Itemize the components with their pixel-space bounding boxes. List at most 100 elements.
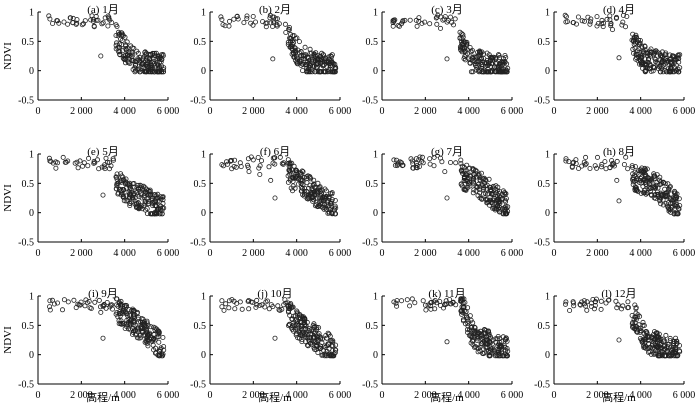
data-point <box>651 171 657 177</box>
data-point <box>114 40 120 46</box>
data-point <box>298 322 304 328</box>
data-point <box>263 299 269 305</box>
data-point <box>503 191 509 197</box>
data-point <box>463 187 469 193</box>
data-point <box>463 309 469 315</box>
data-point <box>160 334 166 340</box>
data-point <box>563 299 569 305</box>
data-point <box>146 65 152 71</box>
data-point <box>584 307 590 313</box>
data-point <box>672 348 678 354</box>
data-point <box>123 193 129 199</box>
data-point <box>233 164 239 170</box>
data-point <box>663 332 669 338</box>
data-point <box>297 170 303 176</box>
data-point <box>641 331 647 337</box>
y-tick-label: 0.5 <box>366 321 379 332</box>
x-tick-label: 4 000 <box>629 106 652 117</box>
data-point <box>296 327 302 333</box>
data-point <box>620 303 626 309</box>
data-point <box>89 13 95 19</box>
x-tick-label: 2 000 <box>70 106 93 117</box>
data-point <box>287 302 293 308</box>
data-point <box>218 14 224 20</box>
data-point <box>414 23 420 29</box>
data-point <box>307 340 313 346</box>
data-point <box>495 202 501 208</box>
data-point <box>585 14 591 20</box>
data-point <box>119 310 125 316</box>
data-point <box>139 206 145 212</box>
data-point <box>315 338 321 344</box>
data-point <box>594 23 600 29</box>
data-point <box>461 175 467 181</box>
data-point <box>238 164 244 170</box>
data-point <box>246 297 252 303</box>
x-tick-label: 4 000 <box>285 106 308 117</box>
y-tick-label: 1 <box>373 150 378 161</box>
y-tick-label: 1 <box>545 150 550 161</box>
data-point <box>159 211 165 217</box>
data-point <box>444 56 450 62</box>
data-point <box>598 164 604 170</box>
data-point <box>504 61 510 67</box>
data-point <box>447 297 453 303</box>
data-point <box>332 197 338 203</box>
data-point <box>616 198 622 204</box>
data-point <box>469 48 475 54</box>
data-point <box>452 16 458 22</box>
data-point <box>152 327 158 333</box>
data-point <box>432 297 438 303</box>
x-tick-label: 6 000 <box>673 390 696 401</box>
data-point <box>657 174 663 180</box>
data-point <box>308 190 314 196</box>
data-point <box>670 53 676 59</box>
data-point <box>90 18 96 24</box>
data-point <box>268 177 274 183</box>
data-point <box>413 17 419 23</box>
data-point <box>161 344 167 350</box>
data-point <box>632 169 638 175</box>
data-point <box>255 154 261 160</box>
data-point <box>468 317 474 323</box>
data-point <box>583 154 589 160</box>
data-point <box>647 61 653 67</box>
data-point <box>135 50 141 56</box>
data-point <box>431 299 437 305</box>
data-point <box>431 154 437 160</box>
data-point <box>82 18 88 24</box>
data-point <box>298 184 304 190</box>
data-point <box>422 302 428 308</box>
data-point <box>46 13 52 19</box>
y-tick-label: 0.5 <box>538 37 551 48</box>
data-point <box>272 335 278 341</box>
data-point <box>646 341 652 347</box>
data-point <box>621 161 627 167</box>
data-point <box>158 54 164 60</box>
data-point <box>483 177 489 183</box>
data-point <box>332 347 338 353</box>
data-point <box>427 21 433 27</box>
data-point <box>100 303 106 309</box>
data-point <box>493 69 499 75</box>
data-point <box>326 346 332 352</box>
data-point <box>677 342 683 348</box>
data-point <box>309 69 315 75</box>
data-point <box>593 299 599 305</box>
data-point <box>673 196 679 202</box>
data-point <box>220 163 226 169</box>
data-point <box>127 191 133 197</box>
data-point <box>669 197 675 203</box>
y-tick-label: 1 <box>29 150 34 161</box>
y-tick-label: 0.5 <box>22 179 35 190</box>
data-point <box>98 309 104 315</box>
data-point <box>616 55 622 61</box>
data-point <box>142 49 148 55</box>
y-tick-label: 1 <box>201 292 206 303</box>
data-point <box>232 306 238 312</box>
data-point <box>304 196 310 202</box>
data-point <box>223 159 229 165</box>
y-tick-label: 1 <box>545 8 550 19</box>
